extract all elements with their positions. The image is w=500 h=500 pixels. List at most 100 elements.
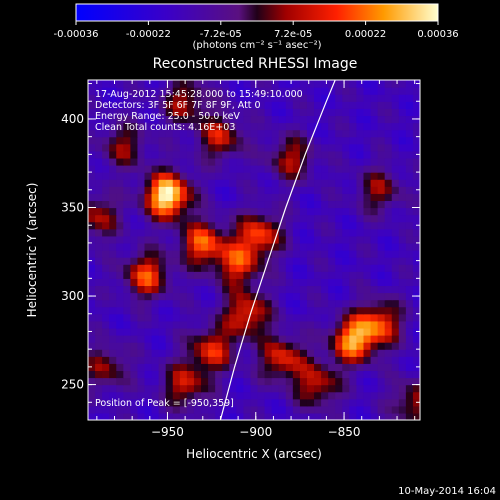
heatmap-cell	[102, 271, 110, 279]
heatmap-cell	[243, 200, 252, 209]
heatmap-cell	[208, 250, 216, 258]
heatmap-cell	[215, 342, 223, 350]
heatmap-cell	[292, 278, 301, 287]
heatmap-cell	[321, 264, 329, 272]
heatmap-cell	[285, 221, 294, 230]
heatmap-cell	[186, 327, 195, 336]
heatmap-cell	[243, 306, 252, 315]
heatmap-cell	[109, 292, 117, 301]
heatmap-cell	[123, 278, 131, 287]
heatmap-cell	[186, 377, 195, 386]
heatmap-cell	[377, 235, 386, 244]
heatmap-cell	[179, 264, 188, 272]
heatmap-cell	[165, 384, 174, 393]
heatmap-cell	[384, 122, 393, 131]
heatmap-cell	[215, 87, 223, 95]
heatmap-cell	[306, 80, 315, 88]
heatmap-cell	[299, 101, 308, 109]
heatmap-cell	[137, 377, 146, 386]
colorbar-tick-label: 0.00022	[345, 29, 386, 40]
heatmap-cell	[285, 165, 294, 173]
heatmap-cell	[229, 292, 237, 301]
heatmap-cell	[222, 306, 230, 315]
heatmap-cell	[384, 200, 393, 209]
heatmap-cell	[314, 398, 322, 407]
heatmap-cell	[208, 172, 216, 180]
heatmap-cell	[130, 207, 139, 216]
heatmap-cell	[356, 165, 365, 173]
heatmap-cell	[349, 165, 358, 173]
heatmap-cell	[165, 349, 174, 357]
heatmap-cell	[314, 80, 322, 88]
heatmap-cell	[306, 87, 315, 95]
heatmap-cell	[137, 356, 146, 364]
heatmap-cell	[88, 136, 96, 145]
heatmap-cell	[398, 193, 407, 202]
heatmap-cell	[137, 242, 146, 251]
heatmap-cell	[102, 299, 110, 308]
heatmap-cell	[229, 214, 237, 223]
heatmap-cell	[95, 143, 103, 152]
heatmap-cell	[299, 157, 308, 166]
heatmap-cell	[158, 278, 167, 287]
heatmap-cell	[349, 264, 358, 272]
heatmap-cell	[193, 87, 202, 95]
heatmap-cell	[208, 370, 216, 379]
heatmap-cell	[201, 87, 209, 95]
heatmap-cell	[88, 299, 96, 308]
heatmap-cell	[151, 320, 160, 329]
heatmap-cell	[412, 193, 420, 202]
heatmap-cell	[215, 150, 223, 159]
heatmap-cell	[292, 80, 301, 88]
heatmap-cell	[321, 320, 329, 329]
heatmap-cell	[95, 285, 103, 294]
heatmap-cell	[271, 264, 280, 272]
heatmap-cell	[356, 342, 365, 350]
heatmap-cell	[292, 207, 301, 216]
heatmap-cell	[370, 257, 379, 265]
heatmap-cell	[328, 349, 336, 357]
heatmap-cell	[356, 299, 365, 308]
heatmap-cell	[278, 80, 287, 88]
heatmap-cell	[328, 165, 336, 173]
heatmap-cell	[264, 370, 273, 379]
heatmap-cell	[130, 264, 139, 272]
heatmap-cell	[158, 221, 167, 230]
heatmap-cell	[102, 129, 110, 138]
heatmap-cell	[271, 87, 280, 95]
heatmap-cell	[250, 186, 259, 194]
heatmap-cell	[349, 87, 358, 95]
heatmap-cell	[328, 405, 336, 414]
heatmap-cell	[222, 207, 230, 216]
heatmap-cell	[222, 242, 230, 251]
heatmap-cell	[314, 122, 322, 131]
heatmap-cell	[321, 349, 329, 357]
heatmap-cell	[335, 129, 343, 138]
heatmap-cell	[328, 221, 336, 230]
heatmap-cell	[306, 363, 315, 372]
heatmap-cell	[201, 285, 209, 294]
heatmap-cell	[165, 214, 174, 223]
heatmap-cell	[193, 335, 202, 343]
heatmap-cell	[130, 391, 139, 400]
heatmap-cell	[405, 412, 414, 420]
heatmap-cell	[314, 179, 322, 187]
heatmap-cell	[271, 157, 280, 166]
heatmap-cell	[144, 214, 153, 223]
heatmap-cell	[328, 342, 336, 350]
heatmap-cell	[95, 80, 103, 88]
heatmap-cell	[370, 157, 379, 166]
heatmap-cell	[412, 377, 420, 386]
heatmap-cell	[88, 250, 96, 258]
heatmap-cell	[271, 193, 280, 202]
heatmap-cell	[102, 193, 110, 202]
heatmap-cell	[179, 101, 188, 109]
heatmap-cell	[137, 285, 146, 294]
heatmap-cell	[257, 101, 266, 109]
heatmap-cell	[299, 356, 308, 364]
heatmap-cell	[285, 101, 294, 109]
heatmap-cell	[179, 398, 188, 407]
heatmap-cell	[151, 264, 160, 272]
heatmap-cell	[412, 179, 420, 187]
heatmap-cell	[278, 193, 287, 202]
